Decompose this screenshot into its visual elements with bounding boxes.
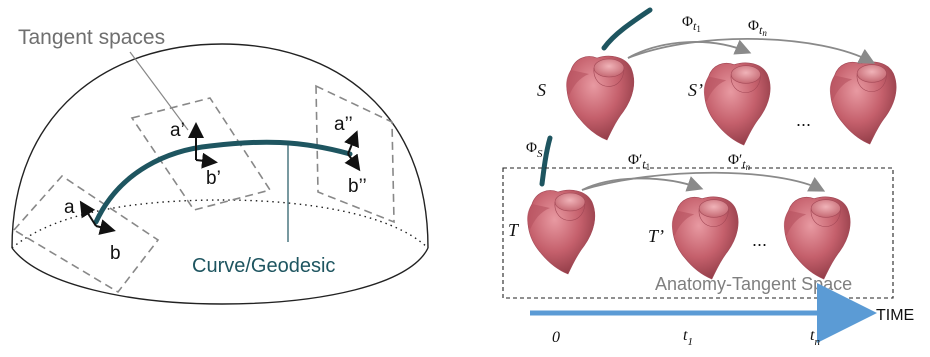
tangent-plane-3 xyxy=(315,84,395,224)
label-T: T xyxy=(508,220,520,240)
anatomy-panel: Anatomy-Tangent Space Φt1 Φtn ΦS Φ′t1 Φ′… xyxy=(502,7,914,348)
heart-T xyxy=(526,189,596,275)
time-axis-label: TIME xyxy=(876,307,914,324)
anatomy-tangent-space-label: Anatomy-Tangent Space xyxy=(655,274,852,294)
curve-geodesic-label: Curve/Geodesic xyxy=(192,255,335,277)
label-phi-prime-t1: Φ′t1 xyxy=(628,152,650,172)
label-phi-t1: Φt1 xyxy=(682,14,701,34)
vector-label-a-double-prime: a’’ xyxy=(334,114,353,135)
vector-label-b-double-prime: b’’ xyxy=(348,176,367,197)
arrow-phi-prime-tn xyxy=(581,171,826,192)
vector-label-b-prime: b’ xyxy=(206,168,221,189)
heart-T-prime xyxy=(671,196,739,280)
label-T-prime: T’ xyxy=(648,226,664,246)
label-S-prime: S’ xyxy=(688,80,703,100)
vector-label-a: a xyxy=(64,197,75,218)
heart-bottom-n xyxy=(783,196,851,280)
geodesic-curve xyxy=(93,139,353,225)
ellipsis-top: ... xyxy=(796,110,811,130)
hemisphere-base-front xyxy=(11,247,429,305)
vector-set-3 xyxy=(344,130,361,172)
anatomy-curve-mid xyxy=(539,135,553,187)
vector-label-a-prime: a’ xyxy=(170,120,185,141)
heart-S-prime xyxy=(703,62,771,146)
anatomy-curve-top xyxy=(601,7,653,51)
label-phi-prime-tn: Φ′tn xyxy=(728,152,751,172)
vector-label-b: b xyxy=(110,243,121,264)
heart-S xyxy=(565,55,635,141)
heart-top-n xyxy=(829,61,897,145)
label-phi-s: ΦS xyxy=(526,140,543,160)
time-tick-tn: tn xyxy=(810,327,820,348)
tangent-plane-2 xyxy=(130,97,272,211)
vector-set-2 xyxy=(188,122,218,169)
time-tick-t1: t1 xyxy=(683,327,693,348)
arrow-phi-t1 xyxy=(627,39,752,59)
title-pointer-line xyxy=(129,51,189,131)
ellipsis-bottom: ... xyxy=(752,230,767,250)
anatomy-tangent-space-box xyxy=(502,167,894,299)
label-S: S xyxy=(537,80,546,100)
tangent-plane-1 xyxy=(12,174,160,294)
hemisphere-panel: Tangent spaces Curve/Geodesic a b a’ b’ … xyxy=(11,26,429,305)
tangent-spaces-title: Tangent spaces xyxy=(18,26,165,49)
hemisphere-outline xyxy=(11,43,429,249)
arrow-phi-tn xyxy=(627,37,876,64)
time-tick-0: 0 xyxy=(552,329,560,346)
label-phi-tn: Φtn xyxy=(748,18,767,38)
vector-set-1 xyxy=(79,200,116,235)
